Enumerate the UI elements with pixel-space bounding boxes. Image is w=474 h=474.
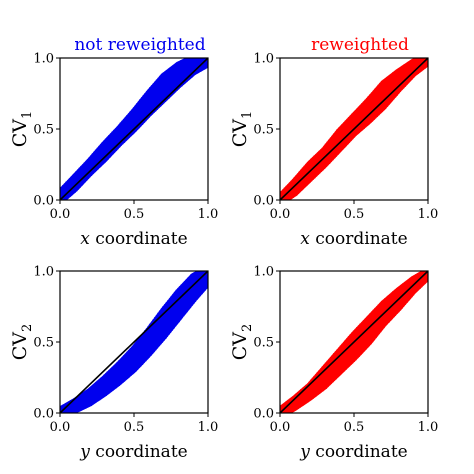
- y-axis-label: CV1: [229, 111, 255, 148]
- x-tick-label: 0.5: [124, 420, 145, 435]
- x-tick-label: 0.0: [50, 207, 71, 222]
- y-tick-label: 1.0: [33, 52, 54, 67]
- x-tick-label: 0.5: [344, 420, 365, 435]
- x-tick-label: 1.0: [198, 207, 219, 222]
- x-tick-label: 0.0: [270, 207, 291, 222]
- reference-line: [280, 271, 428, 413]
- chart-panel-2: 0.0 0.5 1.0 0.0 0.5 1.0 x coordinate CV1 reweigh…: [229, 35, 438, 249]
- chart-panel-4: 0.0 0.5 1.0 0.0 0.5 1.0 y coordinate CV2: [229, 265, 438, 463]
- reference-line: [60, 271, 208, 413]
- x-axis-variable: y: [79, 442, 90, 462]
- y-axis-label-main: CV: [229, 332, 251, 361]
- chart-panel-3: 0.0 0.5 1.0 0.0 0.5 1.0 y coordinate CV2: [9, 265, 218, 463]
- x-axis-variable: x: [300, 229, 310, 249]
- x-axis-label: y coordinate: [299, 442, 407, 462]
- y-tick-label: 0.5: [253, 123, 274, 138]
- y-tick-label: 0.5: [33, 123, 54, 138]
- x-axis-variable: x: [80, 229, 90, 249]
- chart-title: not reweighted: [74, 35, 205, 55]
- y-tick-label: 0.0: [33, 194, 54, 209]
- y-tick-label: 0.0: [253, 407, 274, 422]
- x-axis-label-rest: coordinate: [90, 229, 188, 249]
- y-axis-label-main: CV: [229, 119, 251, 148]
- chart-title: reweighted: [311, 35, 409, 55]
- x-tick-label: 1.0: [418, 207, 439, 222]
- y-axis-label: CV1: [9, 111, 35, 148]
- y-axis-label-sub: 1: [20, 111, 35, 119]
- x-axis-label: x coordinate: [80, 229, 187, 249]
- x-tick-label: 0.0: [270, 420, 291, 435]
- x-axis-label-rest: coordinate: [310, 442, 408, 462]
- reference-line: [60, 58, 208, 200]
- x-tick-label: 0.0: [50, 420, 71, 435]
- y-tick-label: 0.5: [253, 336, 274, 351]
- y-tick-label: 1.0: [253, 52, 274, 67]
- x-tick-label: 0.5: [124, 207, 145, 222]
- y-axis-label: CV2: [229, 324, 255, 361]
- x-axis-label: y coordinate: [79, 442, 187, 462]
- y-axis-label-main: CV: [9, 119, 31, 148]
- y-axis-label-sub: 2: [240, 324, 255, 332]
- y-axis-label-sub: 1: [240, 111, 255, 119]
- y-tick-label: 0.0: [33, 407, 54, 422]
- chart-panel-1: 0.0 0.5 1.0 0.0 0.5 1.0 x coordinate CV1 not rew…: [9, 35, 218, 249]
- x-axis-label-rest: coordinate: [90, 442, 188, 462]
- scatter-points: [280, 271, 428, 413]
- x-tick-label: 1.0: [198, 420, 219, 435]
- y-tick-label: 1.0: [33, 265, 54, 280]
- x-tick-label: 1.0: [418, 420, 439, 435]
- y-axis-label-sub: 2: [20, 324, 35, 332]
- x-tick-label: 0.5: [344, 207, 365, 222]
- x-axis-label: x coordinate: [300, 229, 407, 249]
- reference-line: [280, 58, 428, 200]
- y-tick-label: 0.0: [253, 194, 274, 209]
- y-tick-label: 1.0: [253, 265, 274, 280]
- y-axis-label: CV2: [9, 324, 35, 361]
- x-axis-variable: y: [299, 442, 310, 462]
- x-axis-label-rest: coordinate: [310, 229, 408, 249]
- y-axis-label-main: CV: [9, 332, 31, 361]
- y-tick-label: 0.5: [33, 336, 54, 351]
